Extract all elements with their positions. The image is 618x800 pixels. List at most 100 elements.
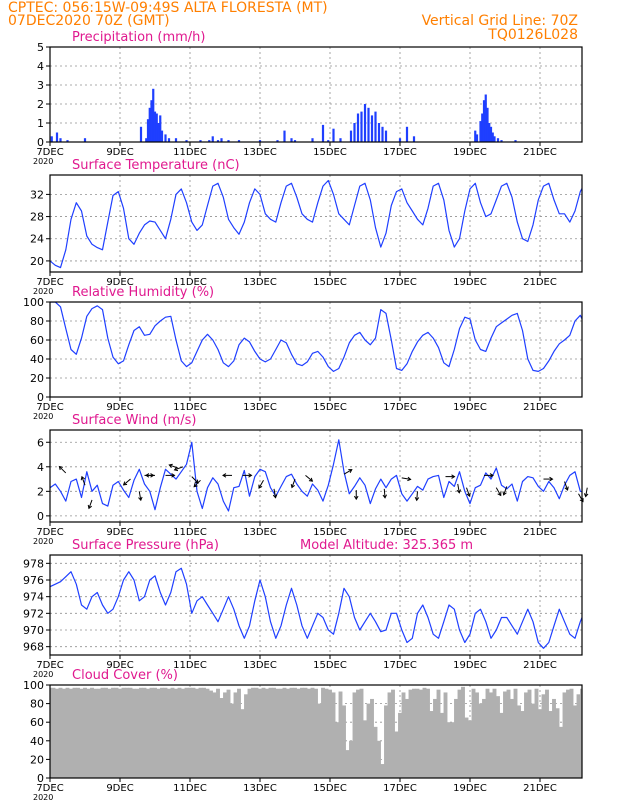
x-year-label: 2020 <box>33 287 53 296</box>
x-tick-label: 15DEC <box>313 147 347 158</box>
cloud-bar <box>191 687 196 778</box>
cloud-bar <box>310 687 315 778</box>
x-tick-label: 19DEC <box>453 527 487 538</box>
precip-bar <box>479 121 482 142</box>
y-tick-label: 100 <box>23 679 44 692</box>
cloud-bar <box>174 688 178 778</box>
wind-arrow <box>382 488 388 499</box>
y-tick-label: 40 <box>30 735 44 748</box>
precip-bar <box>237 140 241 142</box>
cloud-bar <box>471 688 476 778</box>
cloud-bar <box>464 717 469 778</box>
panel-frame <box>49 684 583 779</box>
cloud-bar <box>415 688 420 778</box>
precip-bar <box>356 113 360 142</box>
x-tick-label: 9DEC <box>106 527 133 538</box>
x-tick-label: 15DEC <box>313 277 347 288</box>
cloud-bar <box>303 687 308 778</box>
cloud-bar <box>177 687 182 778</box>
y-tick-label: 4 <box>37 461 44 474</box>
x-tick-label: 21DEC <box>523 147 557 158</box>
precip-bar <box>290 138 293 142</box>
x-tick-label: 19DEC <box>453 783 487 794</box>
x-tick-label: 7DEC <box>36 402 63 413</box>
y-tick-label: 60 <box>30 716 44 729</box>
precip-bar <box>145 138 148 142</box>
precip-bar <box>276 140 279 142</box>
precip-bar <box>377 123 381 142</box>
x-tick-label: 17DEC <box>383 783 417 794</box>
y-tick-label: 20 <box>30 753 44 766</box>
cloud-bar <box>366 703 371 778</box>
y-tick-label: 80 <box>30 698 44 711</box>
precip-bar <box>602 123 604 142</box>
cloud-bar <box>247 688 252 778</box>
x-tick-label: 7DEC <box>36 783 63 794</box>
cloud-bar <box>205 688 210 778</box>
cloud-bar <box>426 688 430 778</box>
cloud-bar <box>233 692 238 778</box>
x-year-label: 2020 <box>33 157 53 166</box>
precip-bar <box>500 140 503 142</box>
cloud-bar <box>398 712 402 778</box>
panel-title: Surface Wind (m/s) <box>72 413 196 428</box>
wind-arrow <box>445 474 456 479</box>
cloud-bar <box>387 692 392 778</box>
cloud-bar <box>153 687 157 778</box>
cloud-bar <box>576 694 581 778</box>
y-tick-label: 80 <box>30 315 44 328</box>
cloud-bar <box>300 687 304 778</box>
precip-bar <box>496 138 500 142</box>
cloud-bar <box>125 687 129 778</box>
cloud-bar <box>296 688 301 778</box>
x-tick-label: 17DEC <box>383 527 417 538</box>
cloud-bar <box>188 687 192 778</box>
cloud-bar <box>342 705 346 778</box>
cloud-bar <box>450 722 455 778</box>
x-tick-label: 15DEC <box>313 660 347 671</box>
precip-bar <box>588 136 590 142</box>
y-tick-label: 2 <box>37 485 44 498</box>
cloud-bar <box>408 689 413 778</box>
x-tick-label: 17DEC <box>383 660 417 671</box>
precip-bar <box>367 107 370 142</box>
x-tick-label: 9DEC <box>106 147 133 158</box>
cloud-bar <box>562 692 567 778</box>
precip-bar <box>208 140 211 142</box>
x-tick-label: 19DEC <box>453 660 487 671</box>
series-rh <box>50 302 582 372</box>
cloud-bar <box>373 726 378 778</box>
cloud-bar <box>202 687 206 778</box>
precip-bar <box>185 140 188 142</box>
cloud-bar <box>555 708 560 778</box>
panel-frame <box>49 46 583 143</box>
precip-bar <box>591 134 593 142</box>
precip-bar <box>153 111 157 142</box>
cloud-bar <box>608 689 612 778</box>
panel-frame <box>49 429 583 523</box>
precip-bar <box>353 123 356 142</box>
wind-arrow <box>191 476 199 484</box>
x-tick-label: 7DEC <box>36 147 63 158</box>
cloud-bar <box>72 687 77 778</box>
cloud-bar <box>594 692 598 778</box>
x-tick-label: 13DEC <box>243 402 277 413</box>
cloud-bar <box>76 687 80 778</box>
precip-bar <box>150 100 153 142</box>
cloud-bar <box>503 691 507 778</box>
cloud-bar <box>566 689 570 778</box>
cloud-bar <box>485 688 490 778</box>
precip-bar <box>164 134 167 142</box>
wind-arrow <box>484 473 494 478</box>
wind-arrow <box>305 475 314 482</box>
cloud-bar <box>377 740 381 778</box>
precip-bar <box>139 126 143 142</box>
cloud-bar <box>394 731 399 778</box>
wind-arrow <box>87 499 93 510</box>
x-tick-label: 9DEC <box>106 660 133 671</box>
cloud-bar <box>482 698 486 778</box>
station-title: CPTEC: 056:15W-09:49S ALTA FLORESTA (MT) <box>8 0 328 16</box>
cloud-bar <box>170 687 175 778</box>
cloud-bar <box>181 688 185 778</box>
